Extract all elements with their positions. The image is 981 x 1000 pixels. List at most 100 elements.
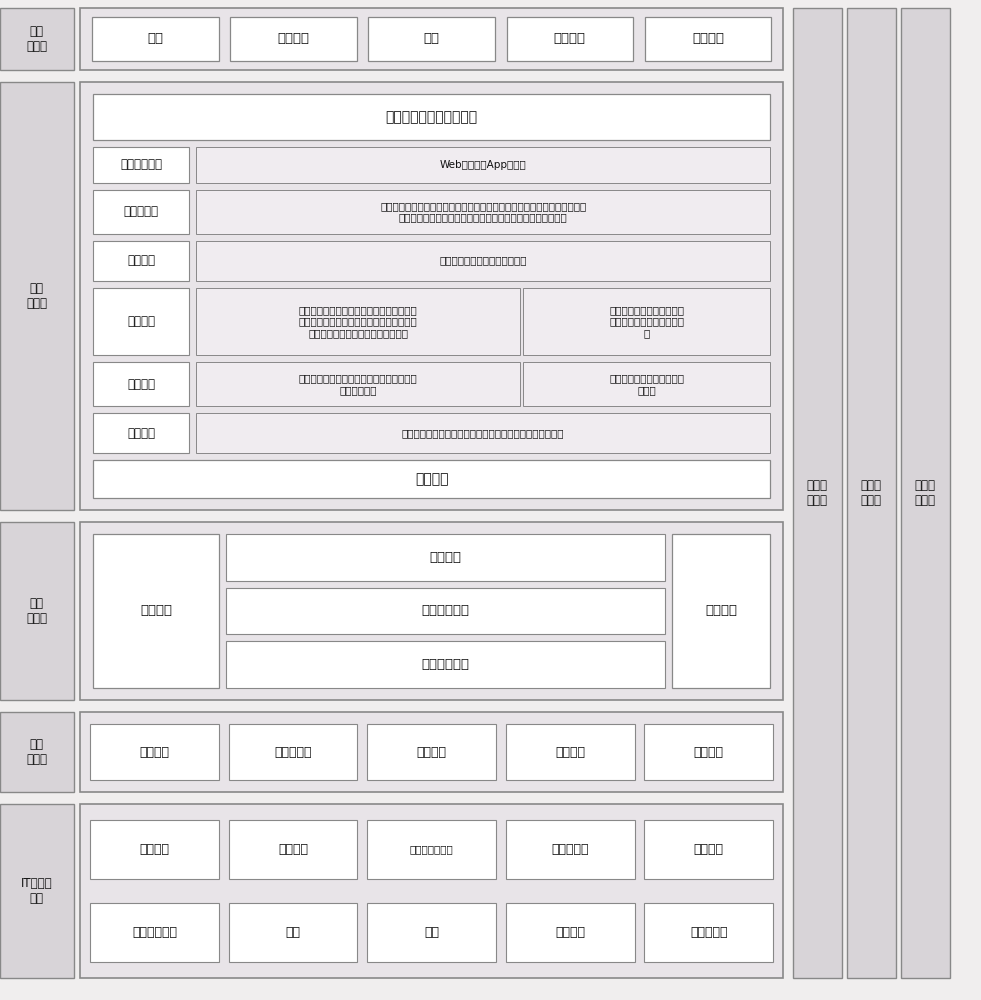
Bar bbox=[90, 820, 219, 879]
Text: 基础支撑框架: 基础支撑框架 bbox=[422, 658, 469, 671]
Text: 培训通知、培训课件、定制服务: 培训通知、培训课件、定制服务 bbox=[439, 256, 527, 266]
Text: 个人: 个人 bbox=[424, 32, 439, 45]
Bar bbox=[196, 147, 770, 183]
Bar bbox=[80, 8, 783, 70]
Text: 专利数据: 专利数据 bbox=[139, 746, 170, 758]
Bar bbox=[93, 94, 770, 140]
Text: 数据库管理系统: 数据库管理系统 bbox=[410, 845, 453, 855]
Text: 非专利数据: 非专利数据 bbox=[275, 746, 312, 758]
Bar bbox=[196, 413, 770, 453]
Text: 标准规
范体系: 标准规 范体系 bbox=[806, 479, 828, 507]
Bar bbox=[645, 17, 771, 61]
Bar bbox=[0, 82, 74, 510]
Bar bbox=[369, 17, 494, 61]
Text: 特色数据库: 特色数据库 bbox=[124, 205, 159, 218]
Text: 用户数据: 用户数据 bbox=[417, 746, 446, 758]
Text: 其它软件: 其它软件 bbox=[694, 843, 724, 856]
Text: 管理平台: 管理平台 bbox=[705, 604, 737, 617]
Bar bbox=[367, 820, 496, 879]
Text: 信息发布: 信息发布 bbox=[128, 427, 155, 440]
Bar bbox=[196, 362, 520, 406]
Bar bbox=[196, 241, 770, 281]
Bar bbox=[523, 362, 770, 406]
Bar bbox=[226, 588, 665, 634]
Text: 安全保
障体系: 安全保 障体系 bbox=[860, 479, 882, 507]
Text: 企业: 企业 bbox=[147, 32, 164, 45]
Text: 访问
界面层: 访问 界面层 bbox=[26, 25, 47, 53]
Bar bbox=[901, 8, 950, 978]
Text: 网络硬件环境: 网络硬件环境 bbox=[132, 926, 178, 939]
Text: 系统软件: 系统软件 bbox=[139, 843, 170, 856]
Bar bbox=[80, 522, 783, 700]
Bar bbox=[226, 641, 665, 688]
Bar bbox=[645, 724, 773, 780]
Text: 政务服务: 政务服务 bbox=[128, 378, 155, 391]
Text: IT基础设
施层: IT基础设 施层 bbox=[21, 877, 53, 905]
Bar bbox=[645, 820, 773, 879]
Bar bbox=[226, 534, 665, 581]
Text: 企业服务: 企业服务 bbox=[128, 315, 155, 328]
Bar bbox=[672, 534, 770, 688]
Bar bbox=[92, 17, 219, 61]
Bar bbox=[93, 460, 770, 498]
Text: 开发平台: 开发平台 bbox=[140, 604, 172, 617]
Bar bbox=[93, 362, 189, 406]
Text: 操作系统: 操作系统 bbox=[279, 843, 308, 856]
Bar bbox=[90, 724, 219, 780]
Text: 主机: 主机 bbox=[424, 926, 439, 939]
Text: 专利检索分析系统、专利专
题数据库、企业专利管理系
统: 专利检索分析系统、专利专 题数据库、企业专利管理系 统 bbox=[609, 305, 684, 338]
Bar bbox=[80, 804, 783, 978]
Bar bbox=[93, 147, 189, 183]
Bar bbox=[93, 288, 189, 355]
Text: 安全及其它: 安全及其它 bbox=[690, 926, 728, 939]
Bar bbox=[231, 17, 357, 61]
Bar bbox=[196, 190, 770, 234]
Bar bbox=[506, 17, 633, 61]
Text: 服务机构: 服务机构 bbox=[553, 32, 586, 45]
Text: 培训数据: 培训数据 bbox=[555, 746, 585, 758]
Text: 专利检索分析、专利导航、专利预警、分析
评议、侵权风险评估、知识产权战略制定、
专利挖掘布局、专利托管、咨询顾问: 专利检索分析、专利导航、专利预警、分析 评议、侵权风险评估、知识产权战略制定、 … bbox=[298, 305, 417, 338]
Bar bbox=[80, 712, 783, 792]
Text: 应用服务器: 应用服务器 bbox=[551, 843, 589, 856]
Bar bbox=[90, 903, 219, 962]
Bar bbox=[196, 288, 520, 355]
Bar bbox=[80, 82, 783, 510]
Text: 代理机构数据库、咨询机构数据库、资产评估机构数据库、律师事务所机构
数据库、司法鉴定机构数据库、人才数据库、政策法规数据库: 代理机构数据库、咨询机构数据库、资产评估机构数据库、律师事务所机构 数据库、司法… bbox=[380, 201, 587, 223]
Bar bbox=[93, 534, 219, 688]
Text: 专利审查加快、专利权评价报告、专利申请
事务信息指南: 专利审查加快、专利权评价报告、专利申请 事务信息指南 bbox=[298, 373, 417, 395]
Bar bbox=[506, 724, 635, 780]
Text: 政府机构: 政府机构 bbox=[692, 32, 724, 45]
Text: 应用服务框架: 应用服务框架 bbox=[422, 604, 469, 618]
Text: Web版应用、App版下载: Web版应用、App版下载 bbox=[439, 160, 527, 170]
Text: 网络: 网络 bbox=[285, 926, 300, 939]
Bar bbox=[523, 288, 770, 355]
Text: 数据
资源层: 数据 资源层 bbox=[26, 738, 47, 766]
Text: 大专院校: 大专院校 bbox=[278, 32, 310, 45]
Bar bbox=[793, 8, 842, 978]
Text: 应用
支撑层: 应用 支撑层 bbox=[26, 597, 47, 625]
Bar bbox=[229, 820, 357, 879]
Bar bbox=[0, 804, 74, 978]
Bar bbox=[506, 820, 635, 879]
Text: 外部数据: 外部数据 bbox=[694, 746, 724, 758]
Text: 行业组件: 行业组件 bbox=[430, 551, 461, 564]
Text: 外部接口: 外部接口 bbox=[415, 472, 448, 486]
Text: 平台门户及内容管理系统: 平台门户及内容管理系统 bbox=[386, 110, 478, 124]
Bar bbox=[93, 190, 189, 234]
Bar bbox=[229, 724, 357, 780]
Bar bbox=[367, 903, 496, 962]
Text: 存储设备: 存储设备 bbox=[555, 926, 585, 939]
Bar bbox=[0, 522, 74, 700]
Text: 培训服务: 培训服务 bbox=[128, 254, 155, 267]
Bar bbox=[93, 241, 189, 281]
Bar bbox=[367, 724, 496, 780]
Bar bbox=[229, 903, 357, 962]
Bar bbox=[0, 712, 74, 792]
Bar bbox=[645, 903, 773, 962]
Text: 业务
应用层: 业务 应用层 bbox=[26, 282, 47, 310]
Bar bbox=[506, 903, 635, 962]
Bar bbox=[93, 413, 189, 453]
Text: 费用减缓系统、申请授权资
助系统: 费用减缓系统、申请授权资 助系统 bbox=[609, 373, 684, 395]
Bar bbox=[0, 8, 74, 70]
Bar bbox=[847, 8, 896, 978]
